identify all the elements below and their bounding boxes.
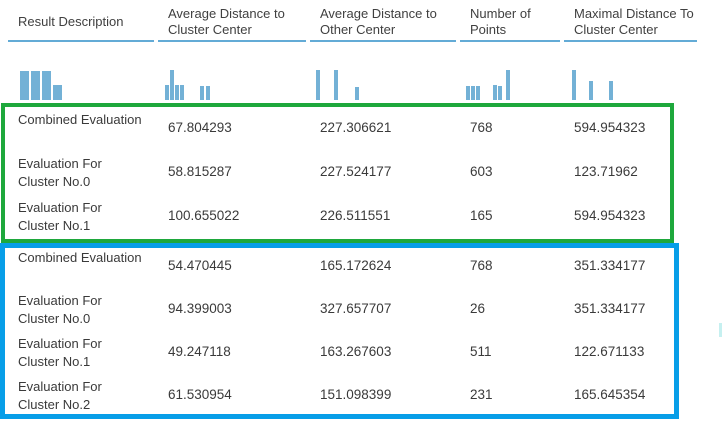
column-header-label: Average Distance to Cluster Center: [168, 6, 285, 37]
number-of-points-cell: 603: [470, 164, 493, 179]
histogram-avg-distance-other-center[interactable]: [316, 68, 359, 100]
maximal-distance-cell: 351.334177: [574, 301, 646, 316]
avg-distance-other-center-cell: 226.511551: [320, 208, 391, 223]
histogram-bar: [334, 70, 338, 100]
avg-distance-other-center-cell: 165.172624: [320, 258, 392, 273]
column-header-label: Number of Points: [470, 6, 531, 37]
number-of-points-cell: 511: [470, 344, 492, 359]
histogram-bar: [42, 71, 51, 100]
table-row: Combined Evaluation 54.470445 165.172624…: [0, 245, 700, 289]
histogram-bar: [53, 85, 62, 100]
number-of-points-cell: 165: [470, 208, 493, 223]
result-description-cell: Evaluation For Cluster No.1: [18, 336, 102, 369]
table-row: Evaluation For Cluster No.0 94.399003 32…: [0, 288, 700, 332]
histogram-bar: [31, 71, 40, 100]
column-header-maximal-distance-cluster-center[interactable]: Maximal Distance To Cluster Center: [564, 4, 697, 42]
number-of-points-cell: 26: [470, 301, 486, 316]
maximal-distance-cell: 351.334177: [574, 258, 646, 273]
avg-distance-cluster-center-cell: 67.804293: [168, 120, 232, 135]
table-row: Combined Evaluation 67.804293 227.306621…: [0, 107, 700, 151]
histogram-bar: [170, 70, 174, 100]
histogram-bar: [180, 85, 184, 100]
scrollbar-thumb[interactable]: [719, 323, 722, 337]
column-header-avg-distance-other-center[interactable]: Average Distance to Other Center: [310, 4, 456, 42]
histogram-avg-distance-cluster-center[interactable]: [165, 68, 210, 100]
avg-distance-other-center-cell: 227.524177: [320, 164, 392, 179]
maximal-distance-cell: 594.954323: [574, 120, 646, 135]
avg-distance-other-center-cell: 327.657707: [320, 301, 392, 316]
maximal-distance-cell: 165.645354: [574, 387, 646, 402]
table-row: Evaluation For Cluster No.1 100.655022 2…: [0, 195, 700, 239]
histogram-result-description[interactable]: [20, 68, 62, 100]
avg-distance-cluster-center-cell: 94.399003: [168, 301, 232, 316]
maximal-distance-cell: 594.954323: [574, 208, 646, 223]
histogram-bar: [206, 86, 210, 100]
column-header-label: Result Description: [18, 14, 124, 29]
avg-distance-cluster-center-cell: 100.655022: [168, 208, 240, 223]
histogram-bar: [506, 70, 510, 100]
avg-distance-cluster-center-cell: 61.530954: [168, 387, 232, 402]
number-of-points-cell: 231: [470, 387, 493, 402]
histogram-maximal-distance-cluster-center[interactable]: [572, 68, 613, 100]
avg-distance-other-center-cell: 163.267603: [320, 344, 392, 359]
result-description-cell: Evaluation For Cluster No.2: [18, 379, 102, 412]
histogram-bar: [609, 81, 613, 100]
number-of-points-cell: 768: [470, 258, 493, 273]
histogram-bar: [589, 81, 593, 100]
avg-distance-cluster-center-cell: 49.247118: [168, 344, 231, 359]
histogram-bar: [165, 85, 169, 100]
avg-distance-cluster-center-cell: 54.470445: [168, 258, 232, 273]
histogram-bar: [471, 86, 475, 100]
result-description-cell: Evaluation For Cluster No.0: [18, 156, 102, 189]
table-row: Evaluation For Cluster No.0 58.815287 22…: [0, 151, 700, 195]
result-description-cell: Combined Evaluation: [18, 112, 142, 127]
avg-distance-other-center-cell: 227.306621: [320, 120, 392, 135]
histogram-bar: [175, 85, 179, 100]
number-of-points-cell: 768: [470, 120, 493, 135]
histogram-bar: [200, 86, 204, 100]
avg-distance-cluster-center-cell: 58.815287: [168, 164, 232, 179]
histogram-bar: [476, 86, 480, 100]
maximal-distance-cell: 123.71962: [574, 164, 638, 179]
histogram-bar: [316, 70, 320, 100]
column-header-label: Maximal Distance To Cluster Center: [574, 6, 694, 37]
avg-distance-other-center-cell: 151.098399: [320, 387, 392, 402]
histogram-bar: [20, 71, 29, 100]
histogram-bar: [498, 86, 502, 100]
column-header-label: Average Distance to Other Center: [320, 6, 437, 37]
histogram-bar: [466, 86, 470, 100]
column-header-number-of-points[interactable]: Number of Points: [460, 4, 560, 42]
histogram-bar: [355, 87, 359, 100]
table-row: Evaluation For Cluster No.1 49.247118 16…: [0, 331, 700, 375]
histogram-number-of-points[interactable]: [466, 68, 510, 100]
column-header-result-description[interactable]: Result Description: [8, 4, 154, 42]
histogram-bar: [493, 85, 497, 100]
column-header-avg-distance-cluster-center[interactable]: Average Distance to Cluster Center: [158, 4, 306, 42]
histogram-bar: [572, 70, 576, 100]
result-description-cell: Combined Evaluation: [18, 250, 142, 265]
result-description-cell: Evaluation For Cluster No.1: [18, 200, 102, 233]
result-description-cell: Evaluation For Cluster No.0: [18, 293, 102, 326]
table-row: Evaluation For Cluster No.2 61.530954 15…: [0, 374, 700, 418]
maximal-distance-cell: 122.671133: [574, 344, 645, 359]
